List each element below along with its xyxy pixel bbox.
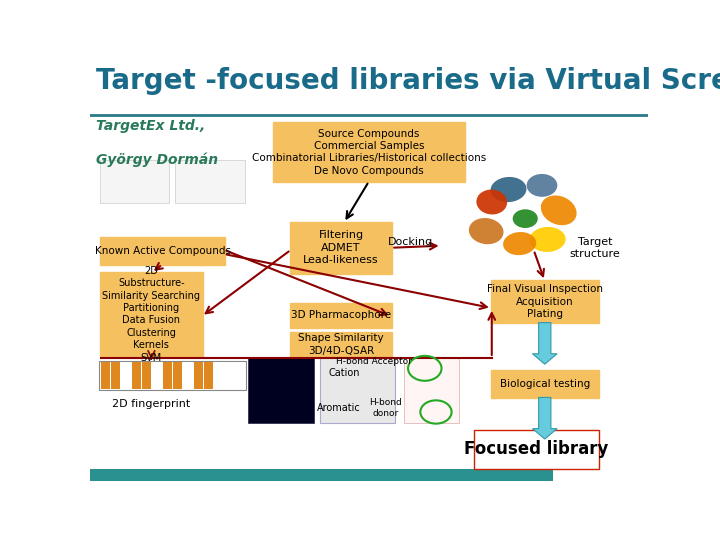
Bar (101, 362, 110, 389)
Text: Biological testing: Biological testing (500, 379, 590, 389)
Text: Source Compounds
Commercial Samples
Combinatorial Libraries/Historical collectio: Source Compounds Commercial Samples Comb… (252, 129, 486, 176)
Bar (204, 362, 213, 389)
Text: Target -focused libraries via Virtual Screening: Target -focused libraries via Virtual Sc… (96, 67, 720, 95)
Ellipse shape (513, 210, 538, 228)
Text: Cation: Cation (328, 368, 360, 379)
FancyBboxPatch shape (100, 272, 203, 357)
FancyBboxPatch shape (100, 237, 225, 265)
FancyBboxPatch shape (248, 357, 315, 423)
Text: Known Active Compounds: Known Active Compounds (94, 246, 230, 256)
FancyBboxPatch shape (320, 357, 395, 423)
FancyBboxPatch shape (289, 332, 392, 357)
Bar (194, 362, 203, 389)
Text: Final Visual Inspection
Acquisition
Plating: Final Visual Inspection Acquisition Plat… (487, 285, 603, 319)
Text: Filtering
ADMET
Lead-likeness: Filtering ADMET Lead-likeness (303, 231, 379, 265)
Ellipse shape (477, 190, 507, 214)
FancyBboxPatch shape (289, 222, 392, 274)
Ellipse shape (541, 195, 577, 225)
Bar (163, 362, 172, 389)
Bar (225, 362, 234, 389)
Bar (153, 362, 162, 389)
Ellipse shape (490, 177, 526, 202)
Ellipse shape (526, 174, 557, 197)
Bar (90, 469, 553, 481)
Ellipse shape (469, 218, 503, 244)
Text: 3D Pharmacophore: 3D Pharmacophore (291, 310, 391, 320)
Bar (132, 362, 141, 389)
Bar (122, 362, 131, 389)
Text: 2D
Substructure-
Similarity Searching
Partitioning
Data Fusion
Clustering
Kernel: 2D Substructure- Similarity Searching Pa… (102, 266, 200, 363)
FancyBboxPatch shape (273, 122, 465, 182)
FancyBboxPatch shape (490, 280, 599, 323)
Bar (235, 362, 244, 389)
Text: 2D fingerprint: 2D fingerprint (112, 399, 191, 409)
Ellipse shape (529, 227, 566, 252)
FancyBboxPatch shape (176, 160, 245, 203)
FancyBboxPatch shape (490, 369, 599, 399)
Text: Aromatic: Aromatic (316, 403, 360, 413)
Bar (215, 362, 224, 389)
Text: Shape Similarity
3D/4D-QSAR: Shape Similarity 3D/4D-QSAR (298, 333, 384, 356)
FancyBboxPatch shape (289, 303, 392, 328)
Bar (174, 362, 182, 389)
Text: H-bond Acceptor: H-bond Acceptor (336, 357, 411, 366)
FancyArrow shape (533, 322, 557, 364)
FancyArrow shape (533, 397, 557, 439)
Bar (99, 361, 246, 390)
FancyBboxPatch shape (404, 357, 459, 423)
FancyBboxPatch shape (100, 160, 169, 203)
Ellipse shape (503, 232, 536, 255)
Text: Docking: Docking (388, 237, 433, 247)
Bar (184, 362, 193, 389)
FancyBboxPatch shape (474, 430, 599, 469)
Text: H-bond
donor: H-bond donor (369, 398, 402, 417)
Bar (112, 362, 120, 389)
Text: György Dormán: György Dormán (96, 152, 217, 167)
Text: TargetEx Ltd.,: TargetEx Ltd., (96, 119, 204, 133)
Text: Focused library: Focused library (464, 441, 608, 458)
Text: Target
structure: Target structure (570, 237, 621, 259)
Bar (143, 362, 151, 389)
